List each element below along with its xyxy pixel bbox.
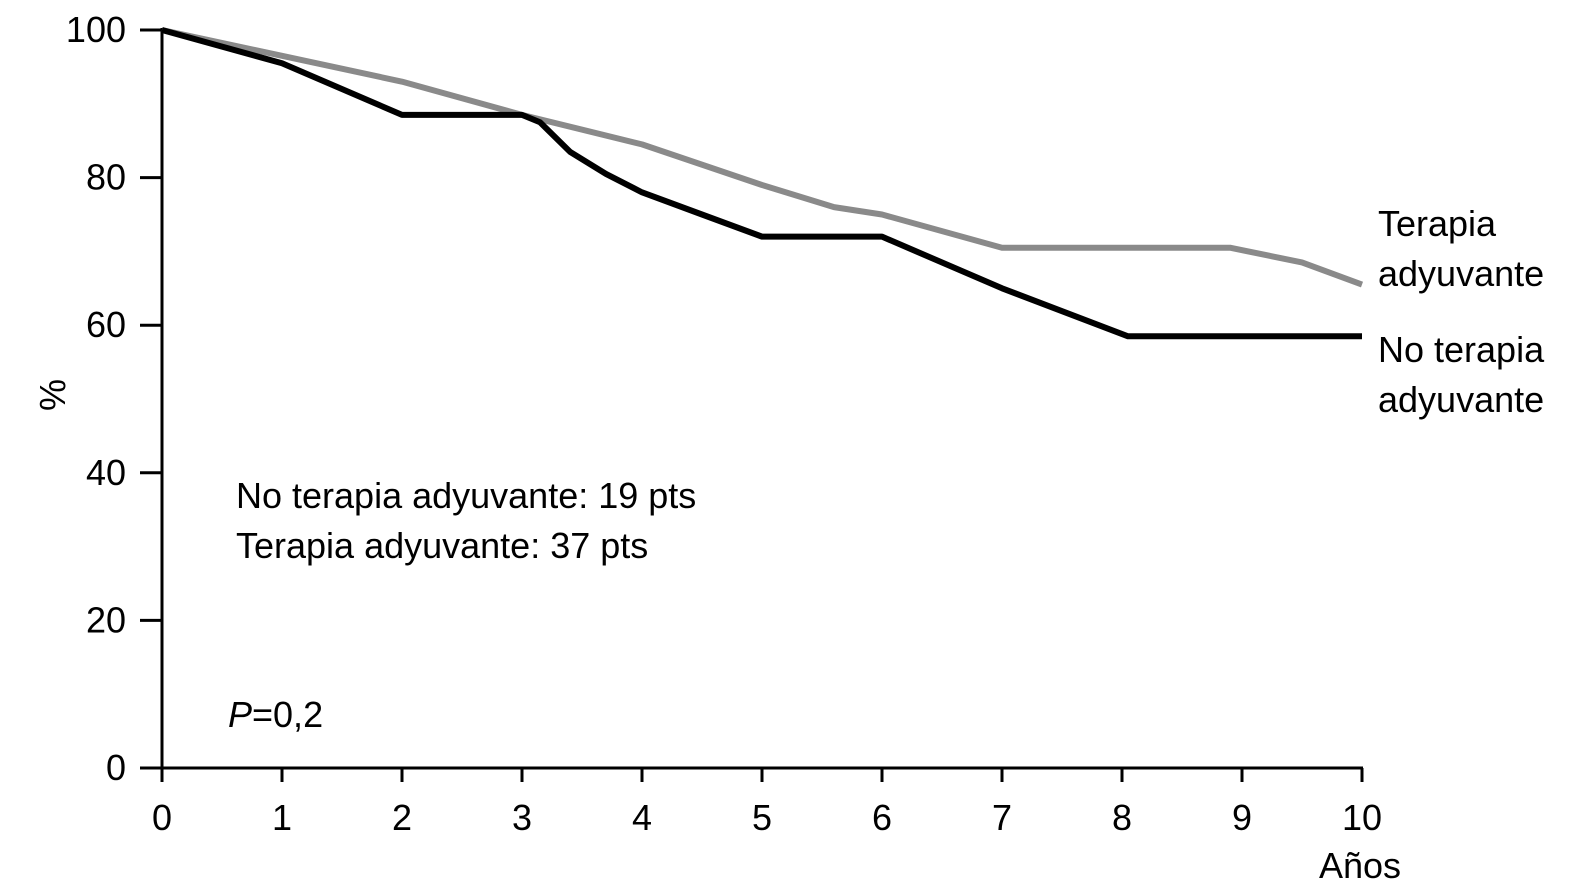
patient-count-adjuvant: Terapia adyuvante: 37 pts: [236, 525, 648, 566]
x-tick-label: 1: [272, 797, 292, 838]
y-ticks: 0 20 40 60 80 100: [66, 9, 162, 788]
axes: 0 1 2 3 4 5 6 7 8 9 10 0 20 40 60 80 100: [66, 9, 1382, 838]
series-layer: [161, 27, 1364, 340]
p-value: =0,2: [252, 694, 323, 735]
x-tick-label: 4: [632, 797, 652, 838]
series-label-no-adjuvant-line1: No terapia: [1378, 329, 1545, 370]
y-tick-label: 60: [86, 304, 126, 345]
y-tick-label: 40: [86, 452, 126, 493]
x-tick-label: 9: [1232, 797, 1252, 838]
x-tick-label: 7: [992, 797, 1012, 838]
y-tick-label: 20: [86, 599, 126, 640]
series-line-adjuvant: [161, 27, 1364, 288]
x-tick-label: 6: [872, 797, 892, 838]
x-tick-label: 3: [512, 797, 532, 838]
y-tick-label: 80: [86, 157, 126, 198]
patient-count-no-adjuvant: No terapia adyuvante: 19 pts: [236, 475, 696, 516]
x-ticks: 0 1 2 3 4 5 6 7 8 9 10: [152, 768, 1382, 838]
x-tick-label: 8: [1112, 797, 1132, 838]
p-value-annotation: P=0,2: [228, 694, 323, 735]
series-label-adjuvant-line1: Terapia: [1378, 203, 1497, 244]
series-line-no-adjuvant: [161, 27, 1362, 340]
x-tick-label: 0: [152, 797, 172, 838]
y-tick-label: 0: [106, 747, 126, 788]
x-tick-label: 10: [1342, 797, 1382, 838]
x-axis-title: Años: [1319, 845, 1401, 886]
series-label-adjuvant-line2: adyuvante: [1378, 253, 1544, 294]
series-label-no-adjuvant-line2: adyuvante: [1378, 379, 1544, 420]
p-letter: P: [228, 694, 252, 735]
y-tick-label: 100: [66, 9, 126, 50]
x-tick-label: 2: [392, 797, 412, 838]
x-tick-label: 5: [752, 797, 772, 838]
y-axis-title: %: [32, 379, 73, 411]
